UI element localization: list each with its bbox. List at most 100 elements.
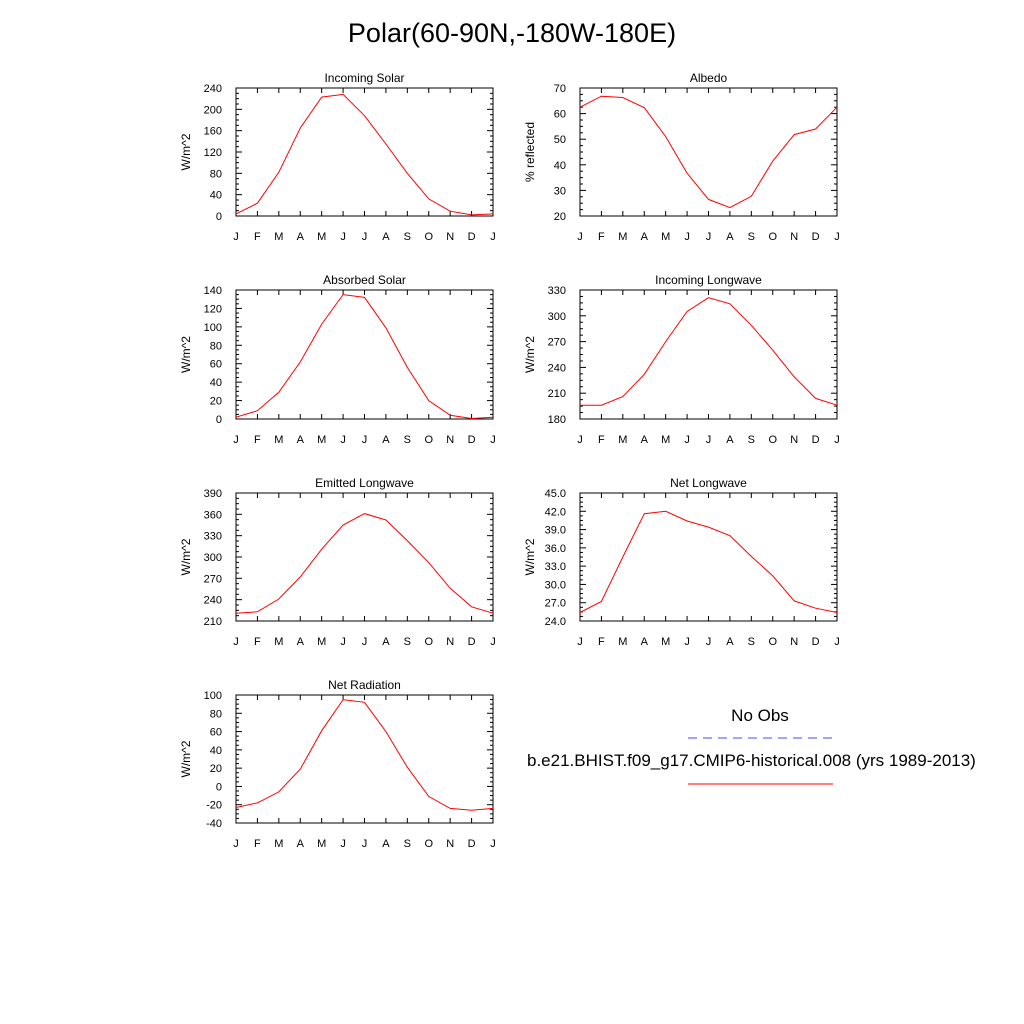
net-longwave-xtick-label: D — [812, 636, 820, 648]
emitted-longwave-xtick-label: A — [382, 636, 390, 648]
net-longwave-xtick-label: O — [768, 636, 777, 648]
albedo-series-line — [579, 95, 838, 209]
incoming-solar-ytick-label: 240 — [204, 83, 222, 95]
incoming-solar-title: Incoming Solar — [324, 71, 404, 85]
albedo-xtick-label: D — [812, 231, 820, 243]
incoming-solar-xtick-label: O — [424, 231, 433, 243]
incoming-longwave-xtick-label: S — [748, 434, 755, 446]
incoming-solar-xtick-label: F — [254, 231, 261, 243]
net-radiation-ytick-label: -20 — [206, 800, 222, 812]
absorbed-solar-xtick-label: S — [404, 434, 411, 446]
net-longwave-ytick-label: 45.0 — [545, 488, 566, 500]
net-radiation-xtick-label: D — [468, 838, 476, 850]
incoming-longwave-series-line — [580, 297, 838, 406]
incoming-longwave-xtick-label: F — [598, 434, 605, 446]
absorbed-solar-xtick-label: J — [362, 434, 368, 446]
absorbed-solar-xtick-label: J — [490, 434, 496, 446]
legend-model-label: b.e21.BHIST.f09_g17.CMIP6-historical.008… — [527, 751, 976, 770]
incoming-solar-frame — [235, 87, 494, 217]
incoming-longwave-frame — [579, 289, 838, 420]
net-longwave-series-line — [579, 510, 838, 613]
albedo-xtick-label: J — [706, 231, 712, 243]
net-longwave-ytick-label: 42.0 — [545, 506, 566, 518]
net-radiation-title: Net Radiation — [328, 678, 401, 692]
absorbed-solar-xtick-label: A — [382, 434, 390, 446]
net-longwave-ytick-label: 39.0 — [545, 525, 566, 537]
albedo-xtick-label: A — [726, 231, 734, 243]
net-radiation-xtick-label: S — [404, 838, 411, 850]
incoming-longwave-ytick-label: 180 — [548, 414, 566, 426]
net-longwave-ylabel: W/m^2 — [523, 538, 537, 575]
incoming-solar-xtick-label: J — [233, 231, 239, 243]
incoming-longwave-xtick-label: J — [834, 434, 840, 446]
absorbed-solar-frame — [235, 289, 494, 420]
incoming-longwave-ytick-label: 240 — [548, 362, 566, 374]
albedo-xtick-label: O — [768, 231, 777, 243]
net-longwave-xtick-label: J — [834, 636, 840, 648]
emitted-longwave-ytick-label: 270 — [204, 573, 222, 585]
emitted-longwave-ytick-label: 360 — [204, 509, 222, 521]
absorbed-solar-title: Absorbed Solar — [323, 273, 406, 287]
legend-obs-label: No Obs — [731, 706, 789, 725]
net-longwave-ytick-label: 24.0 — [545, 616, 566, 628]
incoming-longwave-xtick-label: N — [790, 434, 798, 446]
net-radiation-ytick-label: 80 — [210, 708, 222, 720]
absorbed-solar-ylabel: W/m^2 — [179, 336, 193, 373]
albedo-xtick-label: M — [661, 231, 670, 243]
emitted-longwave-xtick-label: M — [274, 636, 283, 648]
emitted-longwave-ytick-label: 390 — [204, 488, 222, 500]
net-longwave-xtick-label: J — [706, 636, 712, 648]
incoming-solar-xtick-label: J — [340, 231, 346, 243]
emitted-longwave-xtick-label: N — [446, 636, 454, 648]
net-longwave-ytick-label: 36.0 — [545, 543, 566, 555]
albedo-ytick-label: 70 — [554, 83, 566, 95]
emitted-longwave-xtick-label: M — [317, 636, 326, 648]
net-radiation-ytick-label: 100 — [204, 690, 222, 702]
albedo-xtick-label: N — [790, 231, 798, 243]
incoming-longwave-ytick-label: 330 — [548, 285, 566, 297]
incoming-solar-ytick-label: 200 — [204, 104, 222, 116]
incoming-solar-xtick-label: J — [362, 231, 368, 243]
incoming-longwave-ylabel: W/m^2 — [523, 336, 537, 373]
incoming-longwave-title: Incoming Longwave — [655, 273, 762, 287]
absorbed-solar-ytick-label: 20 — [210, 396, 222, 408]
absorbed-solar-ytick-label: 80 — [210, 340, 222, 352]
emitted-longwave-ytick-label: 330 — [204, 531, 222, 543]
net-radiation-xtick-label: J — [490, 838, 496, 850]
incoming-solar-ytick-label: 0 — [216, 211, 222, 223]
incoming-solar-series-line — [235, 93, 494, 216]
absorbed-solar-xtick-label: J — [340, 434, 346, 446]
incoming-solar-ytick-label: 40 — [210, 190, 222, 202]
absorbed-solar-ytick-label: 0 — [216, 414, 222, 426]
albedo-xtick-label: S — [748, 231, 755, 243]
absorbed-solar-xtick-label: M — [274, 434, 283, 446]
albedo-ytick-label: 50 — [554, 134, 566, 146]
net-radiation-xtick-label: J — [340, 838, 346, 850]
incoming-longwave-xtick-label: J — [577, 434, 583, 446]
albedo-ytick-label: 60 — [554, 109, 566, 121]
absorbed-solar-xtick-label: O — [424, 434, 433, 446]
net-longwave-ytick-label: 33.0 — [545, 561, 566, 573]
incoming-solar-xtick-label: J — [490, 231, 496, 243]
albedo-frame — [579, 87, 838, 217]
albedo-ylabel: % reflected — [523, 122, 537, 182]
emitted-longwave-xtick-label: S — [404, 636, 411, 648]
net-longwave-xtick-label: M — [618, 636, 627, 648]
albedo-xtick-label: J — [684, 231, 690, 243]
absorbed-solar-ytick-label: 140 — [204, 285, 222, 297]
albedo-xtick-label: M — [618, 231, 627, 243]
absorbed-solar-ytick-label: 40 — [210, 377, 222, 389]
emitted-longwave-title: Emitted Longwave — [315, 476, 414, 490]
net-longwave-xtick-label: J — [577, 636, 583, 648]
albedo-xtick-label: J — [577, 231, 583, 243]
incoming-solar-xtick-label: D — [468, 231, 476, 243]
emitted-longwave-ytick-label: 240 — [204, 595, 222, 607]
absorbed-solar-xtick-label: F — [254, 434, 261, 446]
emitted-longwave-xtick-label: O — [424, 636, 433, 648]
absorbed-solar-series-line — [235, 294, 494, 420]
absorbed-solar-ytick-label: 60 — [210, 359, 222, 371]
emitted-longwave-series-line — [235, 513, 494, 614]
net-longwave-xtick-label: A — [641, 636, 649, 648]
absorbed-solar-xtick-label: D — [468, 434, 476, 446]
incoming-solar-xtick-label: M — [274, 231, 283, 243]
